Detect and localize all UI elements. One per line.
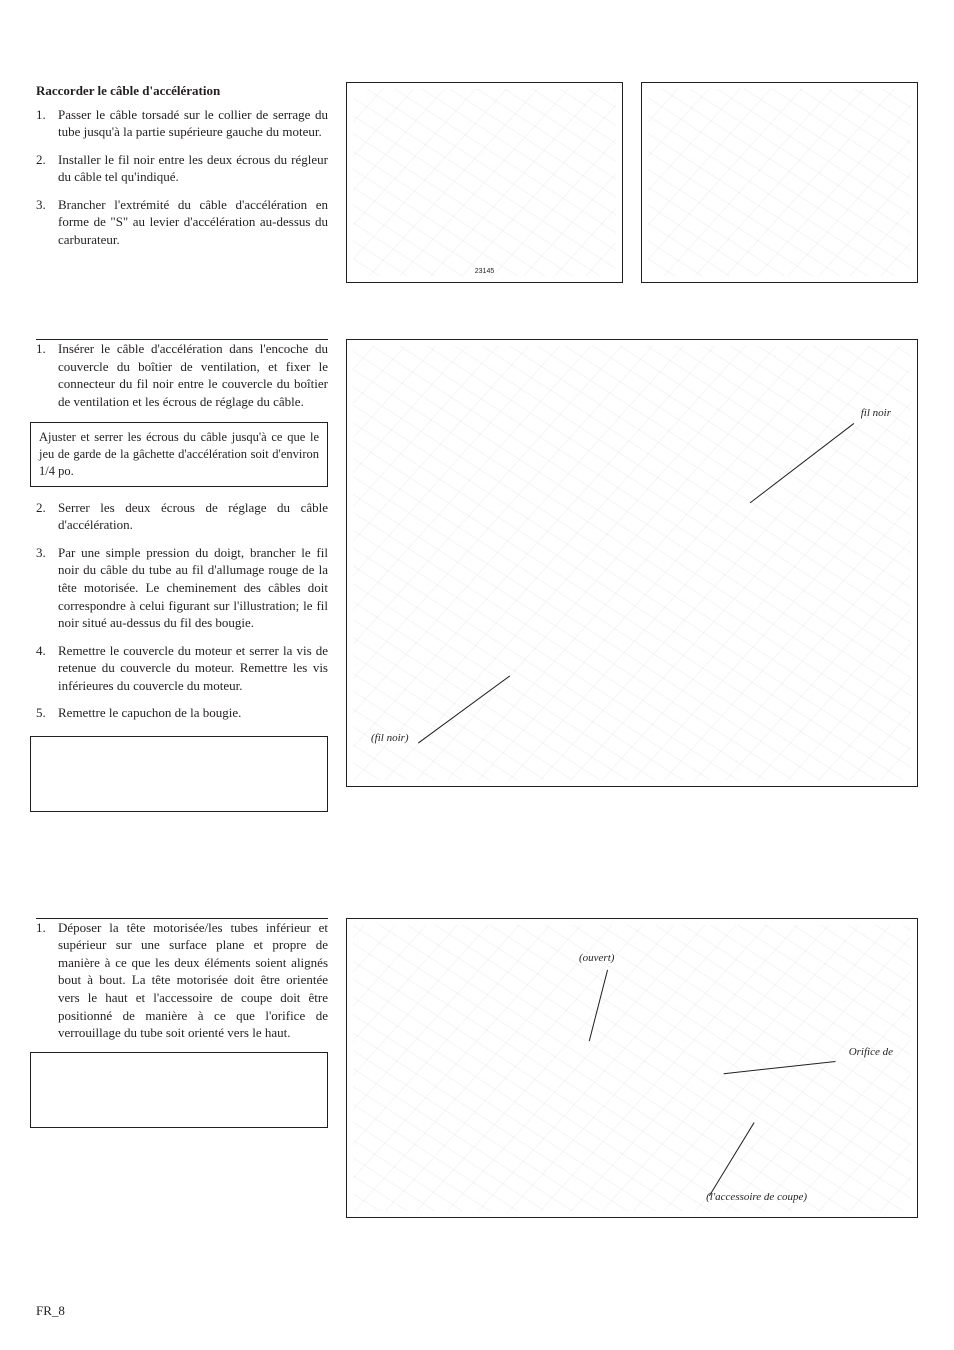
list-text: Remettre le couvercle du moteur et serre… — [58, 643, 328, 693]
adjustment-note: Ajuster et serrer les écrous du câble ju… — [30, 422, 328, 487]
list-item: 1.Insérer le câble d'accélération dans l… — [36, 340, 328, 410]
section1-figures: 23145 — [346, 82, 918, 283]
list-text: Serrer les deux écrous de réglage du câb… — [58, 500, 328, 533]
section2-list-rest: 2.Serrer les deux écrous de réglage du c… — [36, 499, 328, 722]
section2-figure-col: fil noir (fil noir) — [346, 339, 918, 812]
section1-text-col: Raccorder le câble d'accélération 1.Pass… — [36, 82, 328, 283]
list-item: 3.Par une simple pression du doigt, bran… — [36, 544, 328, 632]
figure-label: fil noir — [861, 406, 891, 421]
section3-list: 1.Déposer la tête motorisée/les tubes in… — [36, 918, 328, 1042]
section3-text-col: 1.Déposer la tête motorisée/les tubes in… — [36, 918, 328, 1218]
figure-label: Orifice de — [849, 1045, 893, 1060]
figure-cable-adjuster: 23145 — [346, 82, 623, 283]
empty-note-box — [30, 1052, 328, 1128]
list-text: Remettre le capuchon de la bougie. — [58, 705, 241, 720]
list-item: 2.Serrer les deux écrous de réglage du c… — [36, 499, 328, 534]
section1-list: 1.Passer le câble torsadé sur le collier… — [36, 106, 328, 249]
list-item: 5.Remettre le capuchon de la bougie. — [36, 704, 328, 722]
figure-cable-routing: fil noir (fil noir) — [346, 339, 918, 787]
figure-engine-top — [641, 82, 918, 283]
list-text: Déposer la tête motorisée/les tubes infé… — [58, 920, 328, 1040]
section-tube-assembly: 1.Déposer la tête motorisée/les tubes in… — [36, 918, 918, 1218]
figure-label: (l'accessoire de coupe) — [706, 1190, 807, 1205]
page-number: FR_8 — [36, 1302, 65, 1320]
section3-figure-col: (ouvert) Orifice de (l'accessoire de cou… — [346, 918, 918, 1218]
list-item: 1.Passer le câble torsadé sur le collier… — [36, 106, 328, 141]
list-text: Brancher l'extrémité du câble d'accéléra… — [58, 197, 328, 247]
list-text: Passer le câble torsadé sur le collier d… — [58, 107, 328, 140]
figure-label: (ouvert) — [579, 951, 614, 966]
leader-lines — [347, 340, 917, 796]
section1-heading: Raccorder le câble d'accélération — [36, 82, 328, 100]
list-item: 2.Installer le fil noir entre les deux é… — [36, 151, 328, 186]
section2-text-col: 1.Insérer le câble d'accélération dans l… — [36, 339, 328, 812]
empty-note-box — [30, 736, 328, 812]
section-cable-connect: Raccorder le câble d'accélération 1.Pass… — [36, 82, 918, 283]
list-item: 4.Remettre le couvercle du moteur et ser… — [36, 642, 328, 695]
list-item: 1.Déposer la tête motorisée/les tubes in… — [36, 919, 328, 1042]
figure-label: (fil noir) — [371, 731, 409, 746]
lineart-placeholder — [353, 89, 616, 276]
list-text: Insérer le câble d'accélération dans l'e… — [58, 341, 328, 409]
list-text: Installer le fil noir entre les deux écr… — [58, 152, 328, 185]
figure-number: 23145 — [475, 267, 494, 276]
leader-lines — [347, 919, 917, 1224]
figure-tube-coupling: (ouvert) Orifice de (l'accessoire de cou… — [346, 918, 918, 1218]
section-cable-insert: 1.Insérer le câble d'accélération dans l… — [36, 339, 918, 812]
list-text: Par une simple pression du doigt, branch… — [58, 545, 328, 630]
lineart-placeholder — [648, 89, 911, 276]
section2-list-first: 1.Insérer le câble d'accélération dans l… — [36, 339, 328, 410]
list-item: 3.Brancher l'extrémité du câble d'accélé… — [36, 196, 328, 249]
